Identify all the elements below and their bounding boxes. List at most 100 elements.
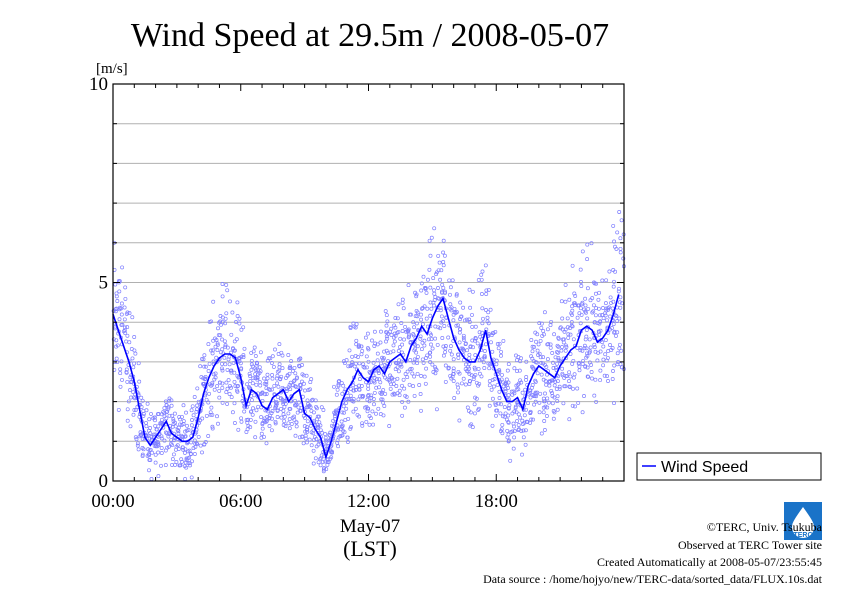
scatter-point	[216, 421, 220, 426]
scatter-point	[275, 408, 280, 413]
scatter-point	[528, 395, 533, 400]
scatter-point	[617, 300, 622, 305]
scatter-point	[298, 356, 303, 361]
scatter-point	[212, 387, 217, 392]
scatter-point	[215, 342, 220, 347]
scatter-point	[432, 226, 437, 231]
scatter-point	[125, 310, 130, 315]
scatter-point	[560, 366, 565, 371]
scatter-point	[541, 329, 546, 333]
scatter-point	[269, 361, 274, 365]
scatter-point	[134, 437, 139, 442]
scatter-point	[190, 404, 195, 409]
scatter-point	[419, 312, 423, 317]
scatter-point	[482, 355, 487, 360]
scatter-point	[561, 401, 566, 406]
scatter-point	[254, 382, 259, 387]
scatter-point	[531, 359, 536, 364]
scatter-point	[376, 371, 381, 375]
scatter-point	[595, 358, 600, 363]
scatter-point	[273, 419, 278, 424]
scatter-point	[178, 463, 183, 468]
scatter-point	[344, 358, 349, 363]
scatter-point	[371, 422, 376, 427]
scatter-point	[353, 325, 358, 330]
scatter-point	[189, 408, 194, 413]
scatter-point	[472, 365, 477, 370]
scatter-point	[400, 300, 405, 305]
scatter-point	[339, 419, 344, 424]
scatter-point	[336, 444, 341, 449]
scatter-point	[406, 328, 410, 333]
scatter-point	[188, 463, 192, 468]
scatter-point	[422, 343, 427, 348]
scatter-point	[156, 441, 161, 446]
scatter-point	[602, 373, 607, 378]
scatter-point	[189, 423, 194, 428]
scatter-point	[234, 320, 238, 324]
scatter-point	[249, 358, 254, 363]
scatter-point	[555, 343, 560, 348]
scatter-point	[294, 424, 299, 429]
scatter-point	[538, 355, 543, 360]
scatter-point	[590, 296, 595, 301]
scatter-point	[281, 408, 286, 413]
scatter-point	[381, 356, 386, 361]
scatter-point	[244, 430, 249, 434]
scatter-point	[287, 426, 292, 431]
scatter-point	[482, 353, 487, 358]
scatter-point	[149, 435, 154, 439]
scatter-point	[505, 435, 510, 440]
scatter-point	[395, 316, 400, 321]
scatter-point	[115, 299, 120, 303]
scatter-point	[451, 371, 456, 376]
scatter-point	[572, 291, 577, 296]
scatter-point	[526, 401, 530, 406]
scatter-point	[229, 332, 234, 337]
scatter-point	[411, 360, 416, 365]
scatter-point	[120, 377, 124, 382]
scatter-point	[329, 455, 334, 460]
scatter-point	[532, 394, 537, 399]
scatter-point	[262, 434, 266, 439]
scatter-point	[113, 282, 118, 287]
scatter-point	[408, 312, 413, 317]
scatter-point	[145, 453, 150, 458]
scatter-point	[608, 314, 613, 319]
scatter-point	[381, 413, 386, 418]
scatter-point	[427, 350, 432, 355]
scatter-point	[491, 384, 496, 389]
scatter-point	[553, 355, 558, 360]
scatter-point	[436, 325, 441, 330]
scatter-point	[582, 343, 587, 348]
scatter-point	[530, 349, 535, 354]
scatter-point	[319, 430, 324, 435]
scatter-point	[465, 348, 470, 353]
scatter-point	[476, 366, 481, 371]
scatter-point	[362, 365, 367, 370]
scatter-point	[505, 368, 510, 373]
scatter-point	[618, 295, 623, 300]
scatter-point	[202, 353, 207, 358]
scatter-point	[588, 345, 593, 350]
scatter-point	[590, 376, 594, 381]
scatter-point	[192, 452, 197, 456]
scatter-point	[481, 360, 486, 365]
scatter-point	[612, 239, 617, 244]
scatter-point	[257, 380, 262, 385]
scatter-point	[436, 253, 441, 258]
scatter-point	[501, 380, 506, 385]
scatter-point	[506, 420, 511, 425]
scatter-point	[567, 384, 572, 389]
scatter-point	[169, 403, 174, 408]
scatter-point	[297, 435, 302, 440]
scatter-point	[402, 337, 406, 342]
scatter-point	[122, 317, 127, 322]
scatter-point	[321, 459, 325, 464]
scatter-point	[495, 408, 500, 413]
scatter-point	[266, 356, 271, 361]
scatter-point	[340, 391, 345, 396]
scatter-point	[210, 382, 215, 387]
scatter-point	[125, 418, 130, 423]
scatter-point	[452, 306, 457, 311]
